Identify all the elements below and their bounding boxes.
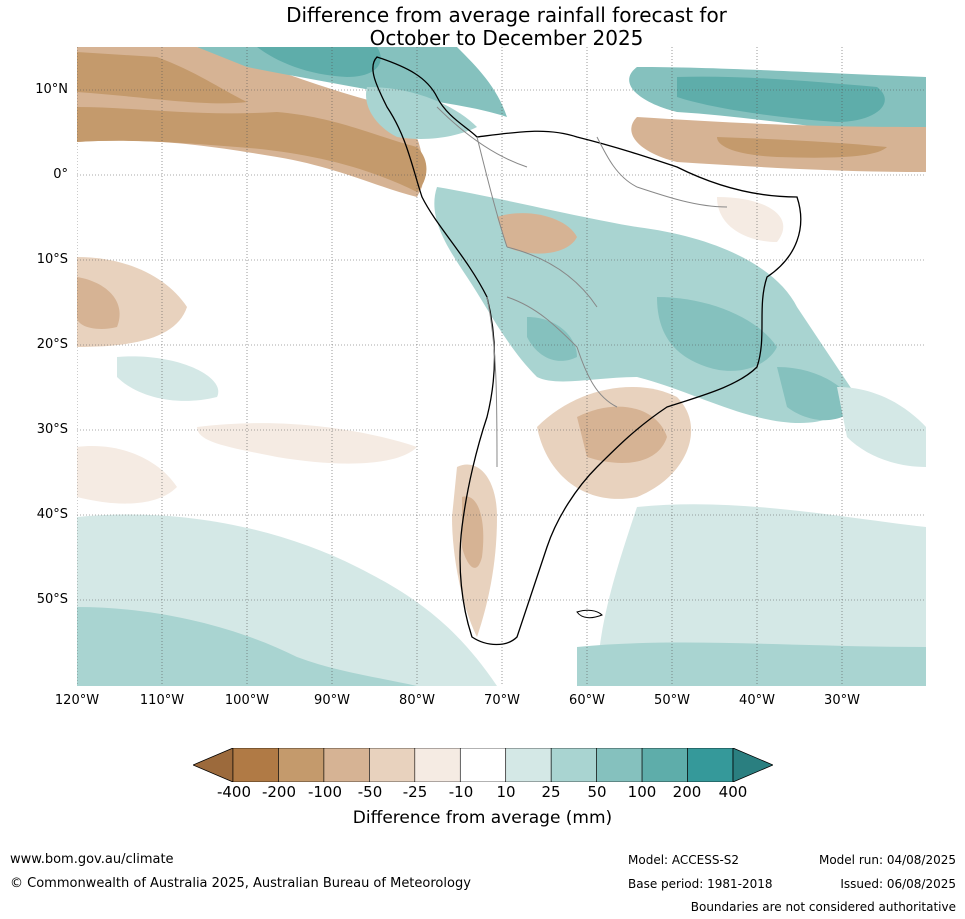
- brown-pacific-west-core: [77, 277, 120, 329]
- colorbar-segment: [596, 748, 643, 782]
- teal-pacific-mid: [117, 356, 219, 401]
- teal-atlantic-east: [837, 387, 926, 467]
- teal-band-atlantic-dark: [677, 76, 885, 122]
- website-link[interactable]: www.bom.gov.au/climate: [10, 852, 174, 867]
- colorbar-segment: [369, 748, 416, 782]
- colorbar-tick: 10: [496, 783, 516, 801]
- country-boundaries: [436, 106, 728, 468]
- colorbar-segment: [278, 748, 325, 782]
- map-title: Difference from average rainfall forecas…: [0, 4, 965, 50]
- colorbar-tick: -200: [261, 783, 297, 801]
- brown-band-equator: [77, 107, 427, 192]
- rainfall-map: [77, 47, 926, 686]
- lon-label-40w: 40°W: [739, 693, 775, 708]
- lon-label-60w: 60°W: [569, 693, 605, 708]
- map-svg: [77, 47, 926, 686]
- lat-label-10s: 10°S: [36, 252, 68, 267]
- issued-label: Issued: 06/08/2025: [840, 877, 956, 891]
- brown-pacific-mid: [197, 423, 417, 464]
- colorbar-segment: [232, 748, 279, 782]
- falklands: [576, 609, 603, 619]
- colorbar-tick: -50: [357, 783, 383, 801]
- colorbar-arrow-high: [732, 748, 773, 782]
- lon-label-80w: 80°W: [399, 693, 435, 708]
- colorbar-segment: [459, 748, 507, 782]
- colorbar-tick: 100: [627, 783, 657, 801]
- colorbar-tick: 200: [672, 783, 702, 801]
- teal-amazon-north: [366, 87, 477, 139]
- gridlines: [77, 47, 926, 686]
- disclaimer-text: Boundaries are not considered authoritat…: [690, 900, 956, 914]
- colorbar-tick: -10: [448, 783, 474, 801]
- model-label: Model: ACCESS-S2: [628, 853, 740, 867]
- colorbar-tick: 400: [718, 783, 748, 801]
- colorbar-arrow-low: [193, 748, 234, 782]
- lon-label-30w: 30°W: [824, 693, 860, 708]
- teal-paraguay: [527, 317, 577, 361]
- teal-atlantic-south: [597, 504, 926, 686]
- lat-label-20s: 20°S: [36, 337, 68, 352]
- lon-label-70w: 70°W: [484, 693, 520, 708]
- colorbar-tick: -100: [307, 783, 343, 801]
- colorbar: [193, 748, 773, 782]
- colorbar-segment: [641, 748, 688, 782]
- colorbar-segment: [550, 748, 597, 782]
- brown-uruguay-core: [577, 406, 667, 463]
- lat-label-30s: 30°S: [36, 422, 68, 437]
- copyright-text: © Commonwealth of Australia 2025, Austra…: [10, 876, 471, 891]
- colorbar-ticks: -400 -200 -100 -50 -25 -10 10 25 50 100 …: [0, 783, 965, 803]
- colorbar-tick: -400: [216, 783, 252, 801]
- model-run-label: Model run: 04/08/2025: [818, 853, 956, 867]
- colorbar-tick: 50: [587, 783, 607, 801]
- lon-label-120w: 120°W: [54, 693, 100, 708]
- brown-northeast-brazil: [497, 213, 577, 254]
- colorbar-tick: 25: [541, 783, 561, 801]
- lat-label-40s: 40°S: [36, 507, 68, 522]
- brown-band-atlantic-dark: [717, 137, 887, 158]
- teal-band-north-dark: [257, 47, 381, 77]
- colorbar-segment: [414, 748, 461, 782]
- colorbar-tick: -25: [402, 783, 428, 801]
- title-line-2: October to December 2025: [369, 26, 644, 50]
- base-period-label: Base period: 1981-2018: [628, 877, 773, 891]
- title-line-1: Difference from average rainfall forecas…: [286, 3, 727, 27]
- lat-label-0: 0°: [53, 167, 68, 182]
- lat-label-10n: 10°N: [35, 82, 68, 97]
- teal-southern-ocean: [577, 642, 926, 686]
- colorbar-segment: [687, 748, 734, 782]
- lat-label-50s: 50°S: [36, 592, 68, 607]
- lon-label-100w: 100°W: [224, 693, 270, 708]
- brown-pacific-south: [77, 446, 177, 504]
- brown-northeast-light: [717, 197, 784, 242]
- lon-label-90w: 90°W: [314, 693, 350, 708]
- colorbar-title: Difference from average (mm): [352, 808, 613, 828]
- lon-label-110w: 110°W: [139, 693, 185, 708]
- colorbar-segment: [323, 748, 370, 782]
- colorbar-segment: [505, 748, 552, 782]
- brown-patagonia-core: [462, 496, 484, 568]
- teal-brazil-core: [657, 297, 777, 371]
- teal-brazil-east: [777, 367, 857, 421]
- lon-label-50w: 50°W: [654, 693, 690, 708]
